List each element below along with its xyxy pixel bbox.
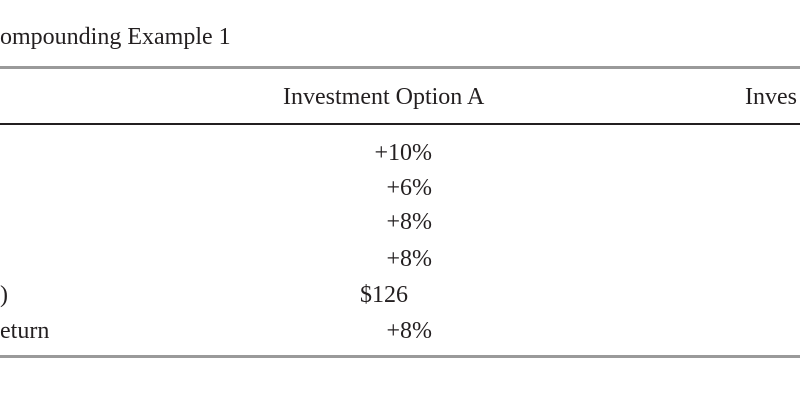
row-label: ) <box>0 282 8 308</box>
cell-value: +8% <box>386 318 432 344</box>
header-rule <box>0 123 800 125</box>
top-rule <box>0 66 800 69</box>
cell-value: +10% <box>374 140 432 166</box>
cell-value: +8% <box>386 246 432 272</box>
cell-value: +8% <box>386 209 432 235</box>
column-header: Inves <box>745 84 797 110</box>
row-label: eturn <box>0 318 50 344</box>
cell-value: +6% <box>386 175 432 201</box>
table-title: ompounding Example 1 <box>0 24 231 50</box>
cell-value: $126 <box>360 282 408 308</box>
bottom-rule <box>0 355 800 358</box>
column-header: Investment Option A <box>283 84 485 110</box>
